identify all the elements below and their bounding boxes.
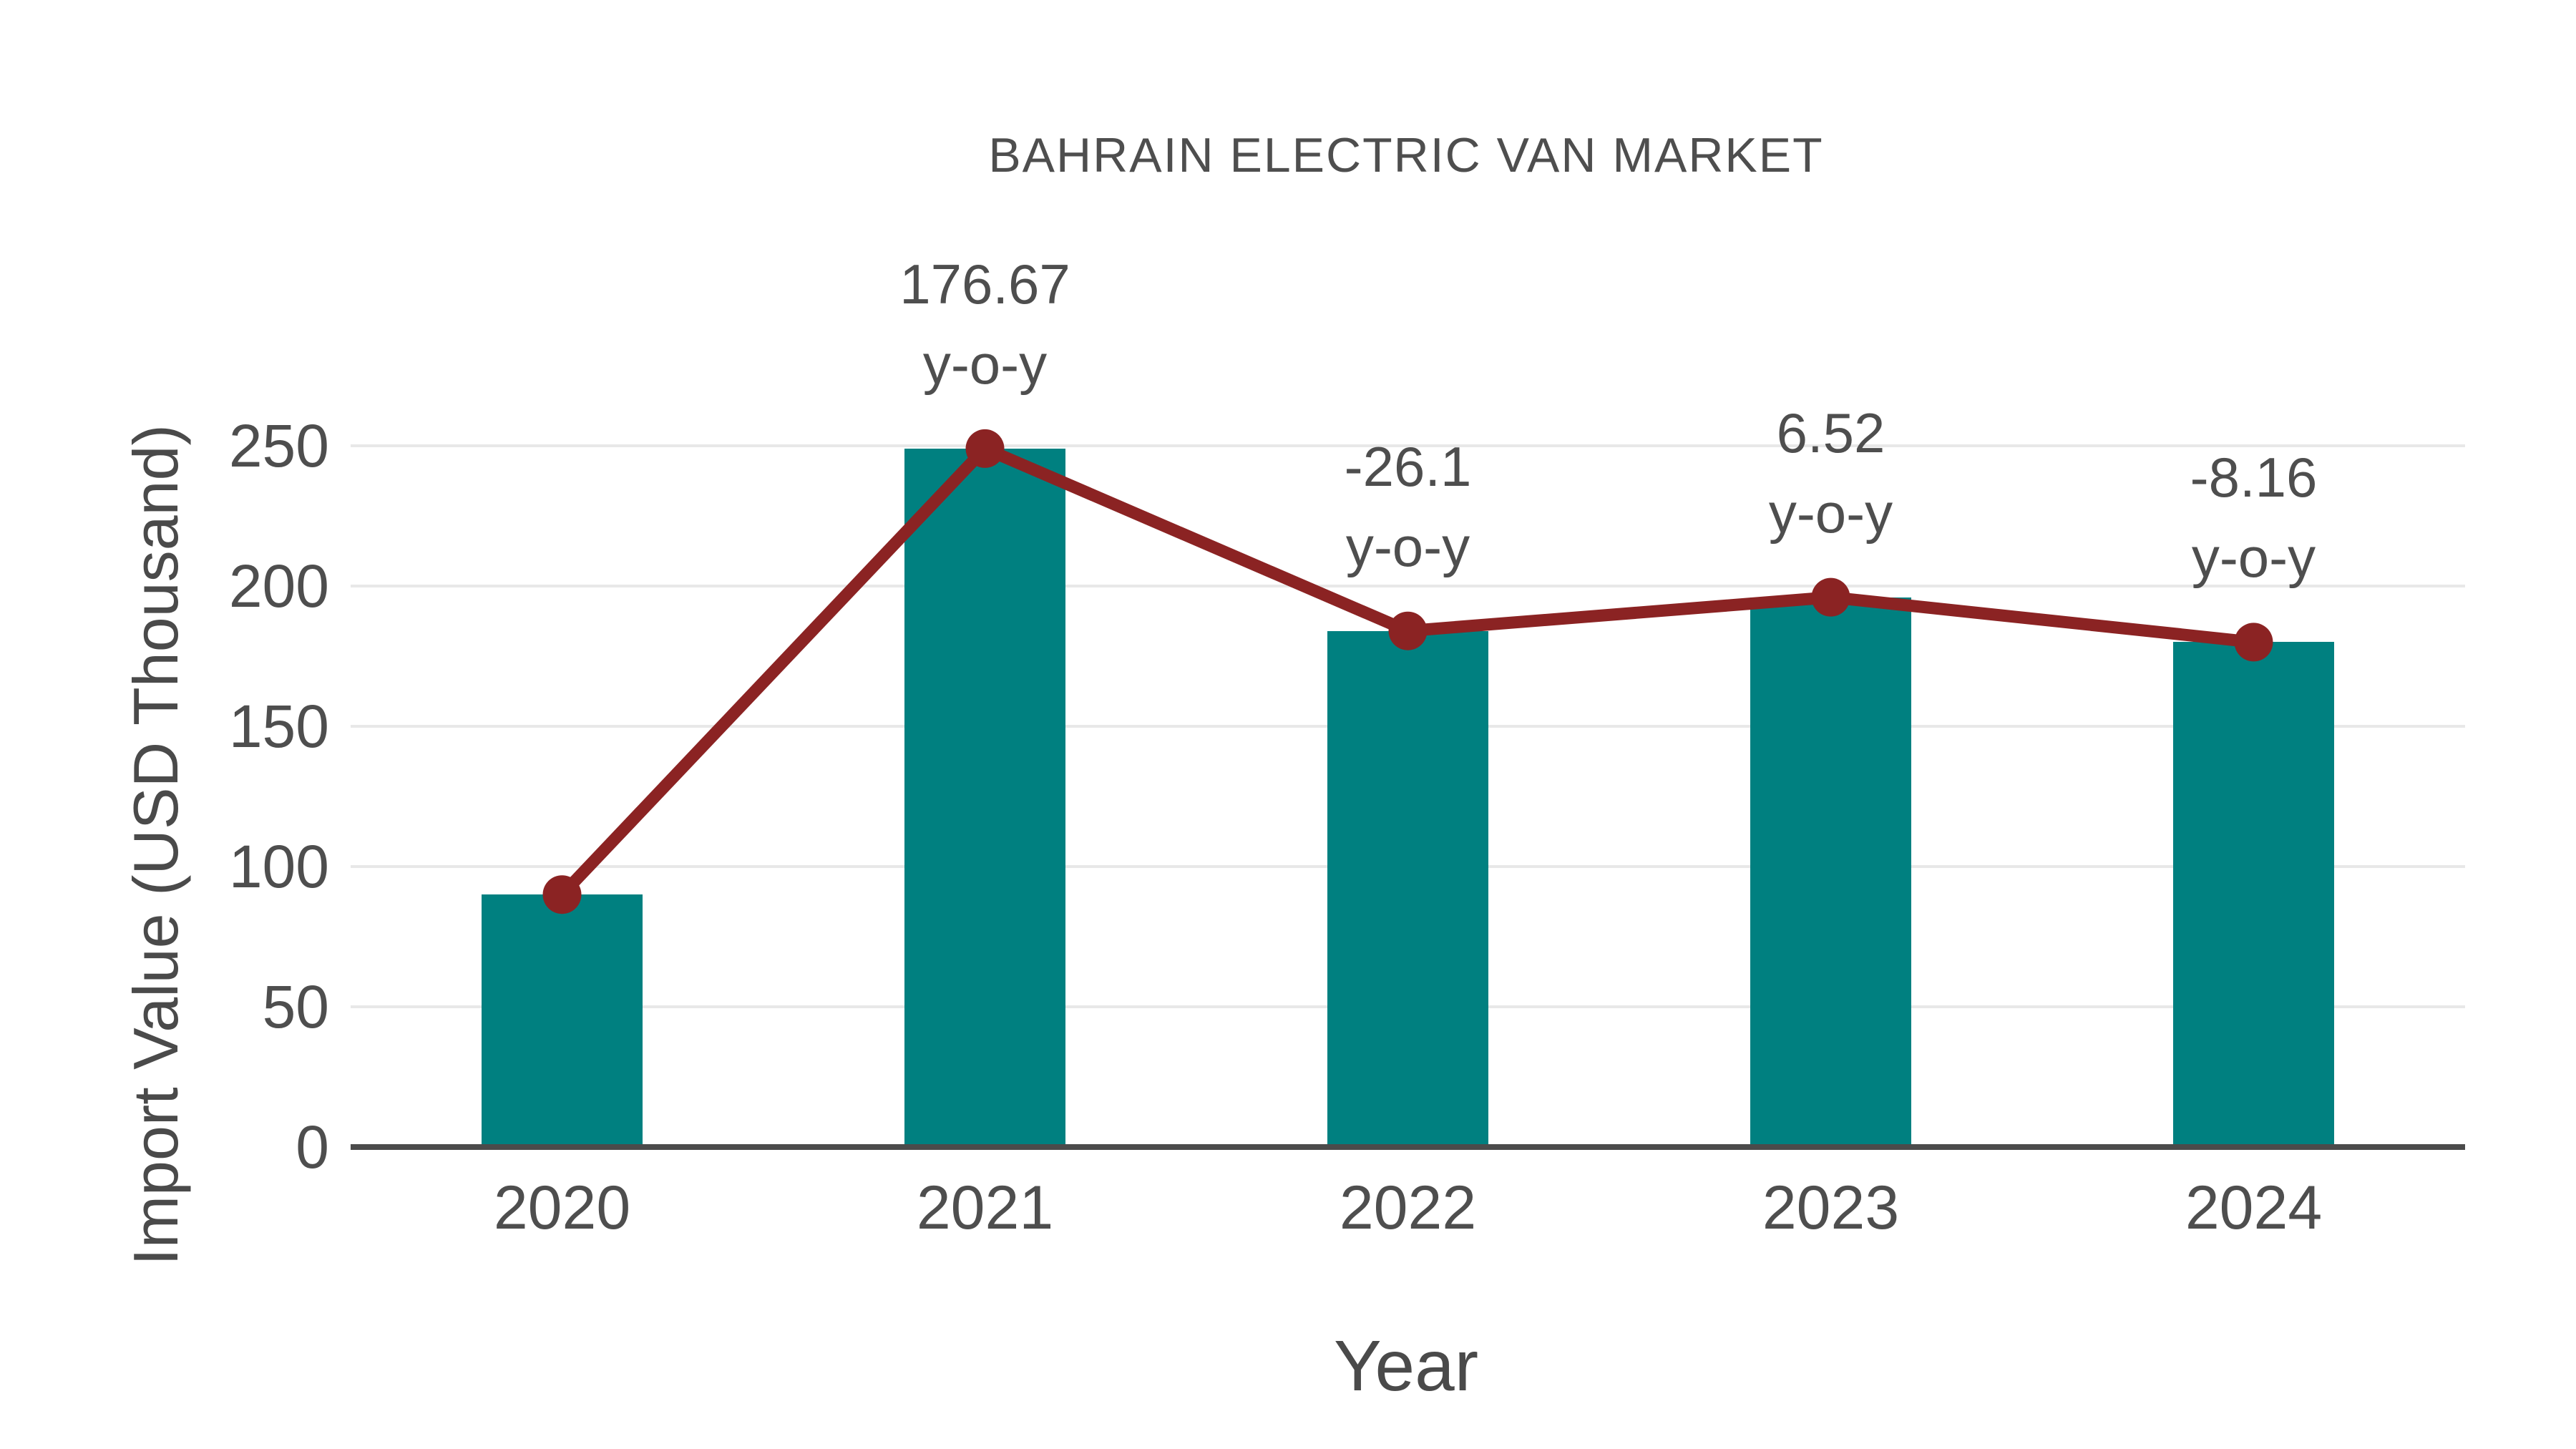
y-tick-label: 200 (228, 552, 329, 620)
data-point-marker (1388, 611, 1428, 650)
yoy-suffix: y-o-y (922, 332, 1048, 396)
yoy-annotation: 6.52 y-o-y (1581, 393, 2082, 553)
yoy-suffix: y-o-y (2191, 526, 2316, 590)
data-point-marker (2234, 623, 2273, 662)
yoy-suffix: y-o-y (1345, 514, 1470, 578)
data-point-marker (1811, 577, 1850, 617)
yoy-value: 6.52 (1776, 401, 1885, 464)
gridline (351, 444, 2465, 447)
bar (1327, 630, 1488, 1147)
x-axis-line (351, 1144, 2465, 1150)
x-tick-label: 2021 (916, 1174, 1054, 1242)
y-tick-label: 150 (228, 693, 329, 760)
x-tick-label: 2022 (1339, 1174, 1477, 1242)
yoy-value: 176.67 (899, 252, 1070, 316)
x-axis-title: Year (1333, 1326, 1479, 1406)
yoy-value: -8.16 (2190, 446, 2318, 509)
x-tick-label: 2024 (2185, 1174, 2323, 1242)
chart-title: BAHRAIN ELECTRIC VAN MARKET (988, 128, 1824, 182)
data-point-marker (965, 429, 1005, 468)
x-tick-label: 2023 (1762, 1174, 1900, 1242)
bar (904, 448, 1065, 1147)
data-point-marker (542, 875, 582, 914)
yoy-suffix: y-o-y (1768, 481, 1893, 545)
bar (1750, 597, 1911, 1147)
bar (482, 894, 643, 1147)
gridline (351, 585, 2465, 587)
y-tick-label: 0 (296, 1113, 329, 1181)
bar (2173, 642, 2334, 1147)
x-tick-label: 2020 (493, 1174, 631, 1242)
y-tick-label: 50 (262, 973, 329, 1040)
y-tick-label: 100 (228, 833, 329, 900)
yoy-value: -26.1 (1344, 434, 1472, 498)
yoy-annotation: -26.1 y-o-y (1158, 426, 1659, 587)
y-tick-label: 250 (228, 412, 329, 479)
yoy-annotation: -8.16 y-o-y (2004, 437, 2504, 597)
yoy-annotation: 176.67 y-o-y (735, 244, 1236, 404)
